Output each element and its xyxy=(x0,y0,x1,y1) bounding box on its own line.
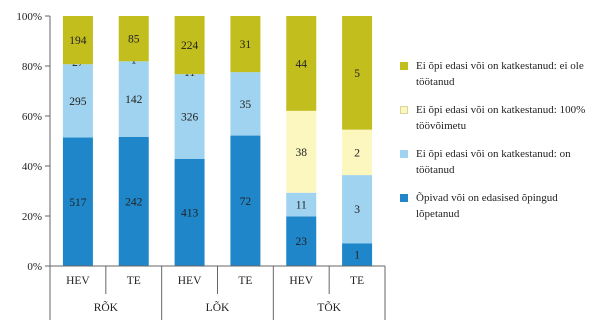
bar-segment xyxy=(118,137,149,266)
bar-segment xyxy=(118,16,149,62)
bar-segment xyxy=(230,72,261,136)
bar-segment xyxy=(62,137,93,266)
data-label: 326 xyxy=(181,111,199,123)
y-tick-label: 40% xyxy=(22,161,42,173)
legend-label-not-worked: Ei õpi edasi või on katkestanud: ei ole … xyxy=(416,60,584,88)
data-label: 23 xyxy=(296,236,308,248)
legend-item-not-worked: Ei õpi edasi või on katkestanud: ei ole … xyxy=(400,58,600,90)
data-label: 194 xyxy=(69,35,87,47)
bar-segment xyxy=(342,129,373,176)
x-group-label: RÕK xyxy=(94,300,119,314)
x-category-label: TE xyxy=(127,275,141,287)
data-label: 11 xyxy=(296,200,307,212)
bar-segment xyxy=(174,74,205,159)
y-tick-label: 60% xyxy=(22,111,42,123)
bar-segment xyxy=(342,175,373,244)
y-tick-label: 0% xyxy=(27,261,42,273)
legend-item-studying: Õpivad või on edasised õpingud lõpetanud xyxy=(400,190,600,222)
data-label: 295 xyxy=(69,96,87,108)
x-group-label: LÕK xyxy=(206,300,230,314)
bar-segment xyxy=(286,216,317,266)
bar-segment xyxy=(342,243,373,266)
bar-segment xyxy=(342,16,373,130)
data-label: 35 xyxy=(240,99,252,111)
legend-swatch-worked xyxy=(400,150,408,158)
x-category-label: HEV xyxy=(289,275,313,287)
x-category-label: TE xyxy=(350,275,364,287)
data-label: 517 xyxy=(69,197,87,209)
data-label: 85 xyxy=(128,34,140,46)
bar-segment xyxy=(174,16,205,75)
data-label: 72 xyxy=(240,196,252,208)
x-category-label: HEV xyxy=(178,275,202,287)
bar-segment xyxy=(62,16,93,65)
bar-segment xyxy=(62,64,93,138)
x-group-label: TÕK xyxy=(317,300,341,314)
y-tick-label: 20% xyxy=(22,211,42,223)
chart-legend: Ei õpi edasi või on katkestanud: ei ole … xyxy=(400,58,600,234)
bar-segment xyxy=(118,61,149,138)
legend-swatch-studying xyxy=(400,194,408,202)
data-label: 413 xyxy=(181,207,199,219)
y-tick-label: 80% xyxy=(22,61,42,73)
legend-label-worked: Ei õpi edasi või on katkestanud: on tööt… xyxy=(416,148,571,176)
data-label: 5 xyxy=(354,68,360,80)
data-label: 44 xyxy=(296,58,308,70)
bar-segment xyxy=(286,192,317,217)
bar-segment xyxy=(286,110,317,193)
legend-label-incapacity: Ei õpi edasi või on katkestanud: 100% tö… xyxy=(416,104,586,132)
legend-item-worked: Ei õpi edasi või on katkestanud: on tööt… xyxy=(400,146,600,178)
bar-segment xyxy=(230,135,261,266)
data-label: 242 xyxy=(125,197,143,209)
legend-swatch-not-worked xyxy=(400,62,408,70)
legend-swatch-incapacity xyxy=(400,106,408,114)
legend-label-studying: Õpivad või on edasised õpingud lõpetanud xyxy=(416,192,558,220)
bar-segment xyxy=(286,16,317,111)
data-label: 31 xyxy=(240,39,252,51)
data-label: 3 xyxy=(354,204,360,216)
x-category-label: TE xyxy=(238,275,252,287)
data-label: 224 xyxy=(181,40,199,52)
legend-item-incapacity: Ei õpi edasi või on katkestanud: 100% tö… xyxy=(400,102,600,134)
y-tick-label: 100% xyxy=(16,11,42,23)
bar-segment xyxy=(174,158,205,266)
data-label: 142 xyxy=(125,94,143,106)
data-label: 2 xyxy=(354,147,360,159)
data-label: 1 xyxy=(354,250,360,262)
x-category-label: HEV xyxy=(66,275,90,287)
bar-segment xyxy=(230,16,261,73)
data-label: 38 xyxy=(296,147,308,159)
